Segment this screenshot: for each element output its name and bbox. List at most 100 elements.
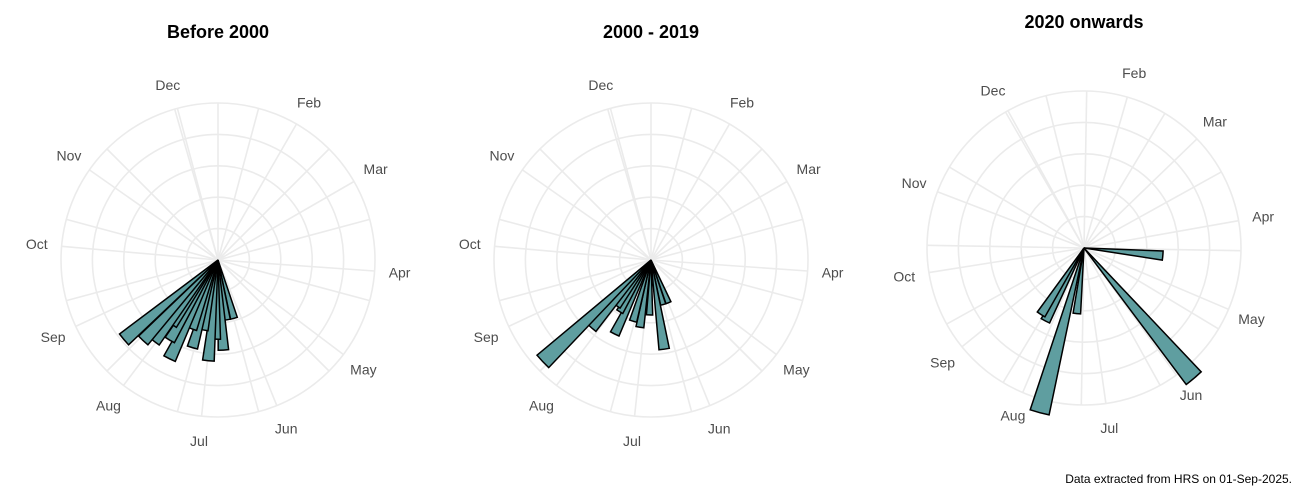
bar-24-jun [650, 259, 671, 351]
grid-spoke [650, 180, 788, 261]
grid-spoke [1080, 247, 1085, 406]
grid-spoke [508, 259, 652, 328]
grid-spoke [1083, 96, 1129, 249]
grid-spoke [650, 259, 777, 356]
month-label-mar: Mar [364, 161, 388, 177]
bar-04-jul [645, 259, 654, 316]
data-source-caption: Data extracted from HRS on 01-Sep-2025. [1065, 472, 1292, 486]
grid-spoke [926, 244, 1085, 249]
month-label-nov: Nov [902, 175, 927, 191]
grid-spoke [1083, 247, 1107, 404]
month-label-jul: Jul [1100, 420, 1118, 436]
month-label-dec: Dec [981, 82, 1006, 98]
bar-06-jun [1083, 247, 1203, 386]
month-label-dec: Dec [588, 77, 613, 93]
grid-spoke [1021, 247, 1085, 393]
grid-spoke [1045, 95, 1085, 249]
month-label-may: May [350, 362, 376, 378]
grid-spoke [61, 245, 219, 261]
grid-spoke [961, 247, 1085, 348]
grid-spoke [217, 148, 330, 261]
grid-spoke [650, 123, 731, 261]
panel-title: Before 2000 [167, 22, 269, 42]
month-label-aug: Aug [1000, 408, 1025, 424]
month-label-apr: Apr [822, 265, 844, 281]
grid-spoke [948, 166, 1085, 249]
bar-19-jul [628, 259, 652, 324]
month-label-jun: Jun [708, 421, 731, 437]
month-label-sep: Sep [474, 329, 499, 345]
month-label-mar: Mar [1203, 114, 1227, 130]
grid-spoke [217, 259, 370, 302]
grid-spoke [499, 259, 652, 302]
panel-title: 2000 - 2019 [603, 22, 699, 42]
month-label-feb: Feb [297, 94, 321, 110]
grid-spoke [1083, 90, 1088, 249]
month-label-aug: Aug [96, 397, 121, 413]
grid-spoke [650, 108, 693, 261]
month-label-aug: Aug [529, 397, 554, 413]
month-label-mar: Mar [797, 161, 821, 177]
grid-spoke [1007, 110, 1085, 249]
grid-spoke [1083, 138, 1198, 249]
panel-before-2000: Before 2000 Dec Feb Mar Apr May Jun Jul Aug Sep O… [26, 22, 411, 449]
bar-19-aug [1036, 247, 1085, 318]
month-label-sep: Sep [930, 355, 955, 371]
month-label-jun: Jun [1180, 387, 1203, 403]
grid-spoke [217, 180, 355, 261]
grid-spoke [499, 218, 652, 261]
grid-spoke [217, 259, 375, 272]
grid-ring [926, 90, 1242, 406]
month-label-nov: Nov [56, 148, 81, 164]
grid-spoke [1083, 247, 1220, 330]
month-label-jul: Jul [623, 433, 641, 449]
grid-ring [957, 121, 1211, 375]
bar-19-aug [535, 259, 652, 369]
month-label-may: May [783, 362, 809, 378]
grid-spoke [609, 108, 652, 261]
grid-spoke [1083, 171, 1222, 249]
grid-spoke [946, 247, 1085, 325]
grid-spoke [539, 148, 652, 261]
grid-spoke [650, 218, 803, 261]
bar-22-apr [1083, 247, 1164, 261]
bar-22-aug [118, 259, 219, 346]
month-label-apr: Apr [1252, 208, 1274, 224]
panel-2020-onwards: 2020 onwards Dec Feb Mar Apr May Jun Jul Aug Sep… [893, 12, 1274, 436]
grid-spoke [88, 169, 219, 261]
grid-ring [989, 153, 1179, 343]
month-label-feb: Feb [1122, 65, 1146, 81]
grid-spoke [217, 259, 330, 372]
grid-spoke [928, 247, 1085, 274]
grid-spoke [650, 259, 808, 272]
month-label-may: May [1238, 311, 1264, 327]
grid-spoke [217, 108, 260, 261]
grid-spoke [650, 259, 763, 372]
grid-spoke [66, 259, 219, 302]
month-label-feb: Feb [730, 94, 754, 110]
month-label-sep: Sep [41, 329, 66, 345]
month-label-nov: Nov [489, 148, 514, 164]
grid-spoke [217, 123, 298, 261]
bar-01-aug [1029, 247, 1085, 416]
grid-spoke [75, 259, 219, 328]
grid-spoke [106, 148, 219, 261]
grid-spoke [937, 190, 1085, 249]
grid-spoke [1083, 247, 1161, 386]
grid-spoke [217, 259, 278, 406]
grid-spoke [1083, 112, 1166, 249]
month-label-apr: Apr [389, 265, 411, 281]
grid-spoke [1083, 219, 1239, 249]
grid-spoke [494, 245, 652, 261]
grid-spoke [217, 218, 370, 261]
grid-spoke [521, 169, 652, 261]
month-label-oct: Oct [26, 236, 48, 252]
month-label-jul: Jul [190, 433, 208, 449]
grid-spoke [650, 148, 763, 261]
month-label-jun: Jun [275, 421, 298, 437]
month-label-oct: Oct [893, 269, 915, 285]
panel-2000-2019: 2000 - 2019 Dec Feb Mar Apr May Jun Jul Aug Sep O… [459, 22, 844, 449]
grid-spoke [66, 218, 219, 261]
grid-spoke [217, 259, 344, 356]
